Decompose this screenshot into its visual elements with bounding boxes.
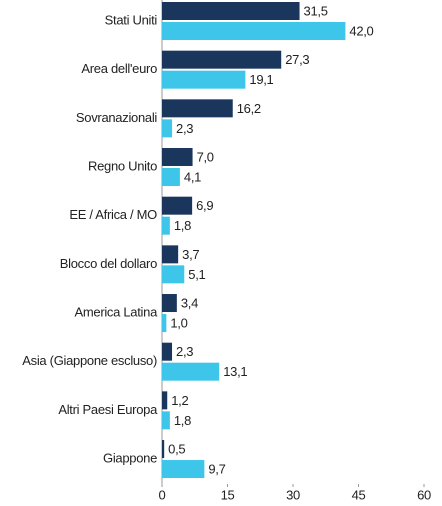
y-tick-label: Regno Unito [88,158,157,173]
bar [162,22,346,40]
y-tick-label: Altri Paesi Europa [58,402,158,417]
bar [162,362,220,381]
value-label: 1,2 [171,393,188,408]
bar [162,245,179,264]
value-label: 16,2 [237,101,261,116]
bar [162,342,173,361]
value-label: 5,1 [188,267,205,282]
bar [162,148,193,167]
bar [162,460,205,479]
value-label: 31,5 [304,3,328,18]
bar [162,70,246,89]
value-label: 1,0 [170,315,187,330]
bar [162,294,177,313]
value-label: 1,8 [174,218,191,233]
value-label: 3,4 [181,295,198,310]
value-label: 3,7 [182,247,199,262]
y-tick-label: Stati Uniti [105,12,158,27]
bar [162,119,173,138]
x-tick-label: 0 [159,487,166,502]
value-label: 4,1 [184,169,201,184]
y-tick-label: Giappone [103,450,157,465]
value-label: 9,7 [208,461,225,476]
y-tick-label: Sovranazionali [76,110,157,125]
x-tick-label: 45 [352,487,366,502]
y-tick-label: EE / Africa / MO [69,207,157,222]
bar [162,440,165,459]
value-label: 27,3 [285,52,309,67]
bar [162,216,170,235]
bar [162,2,300,20]
value-label: 19,1 [249,72,273,87]
value-label: 6,9 [196,198,213,213]
bar [162,391,168,410]
value-label: 2,3 [176,121,193,136]
value-label: 7,0 [197,149,214,164]
y-tick-label: Asia (Giappone escluso) [22,353,157,368]
bar [162,411,170,430]
bar [162,50,282,69]
y-tick-label: America Latina [74,304,158,319]
bar [162,314,167,333]
y-tick-label: Area dell'euro [81,61,157,76]
value-label: 42,0 [349,23,373,38]
value-label: 0,5 [168,441,185,456]
bar [162,168,180,187]
value-label: 2,3 [176,344,193,359]
x-tick-label: 30 [286,487,300,502]
bar [162,99,233,118]
value-label: 13,1 [223,364,247,379]
bar [162,265,185,284]
x-tick-label: 15 [221,487,235,502]
y-tick-label: Blocco del dollaro [60,256,157,271]
bar [162,196,193,215]
value-label: 1,8 [174,413,191,428]
x-tick-label: 60 [417,487,431,502]
